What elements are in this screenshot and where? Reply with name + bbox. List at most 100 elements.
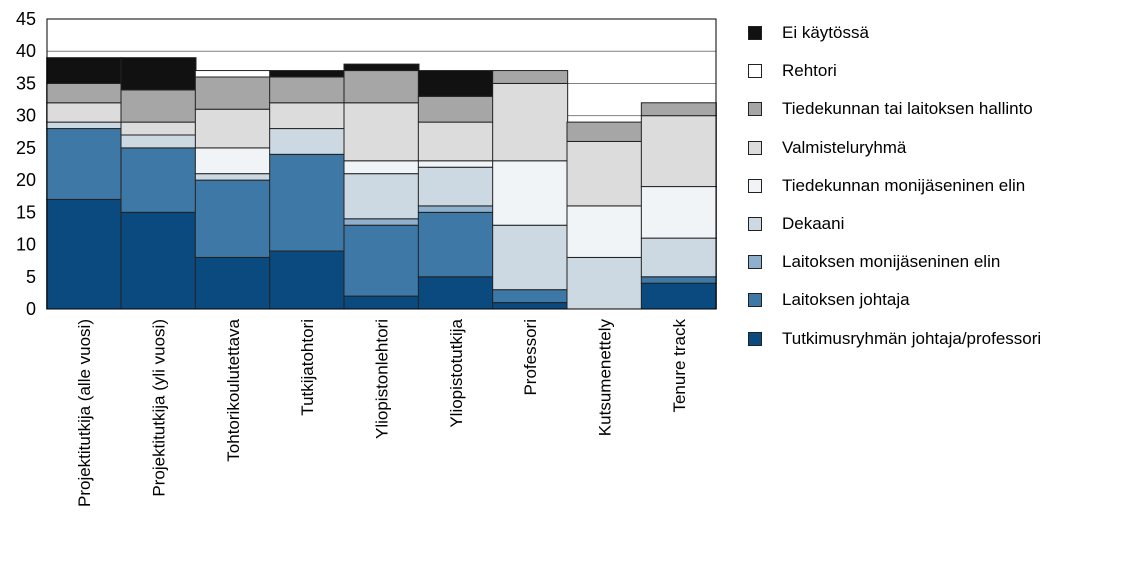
x-tick-label: Kutsumenettely bbox=[596, 319, 615, 437]
legend-label: Tiedekunnan tai laitoksen hallinto bbox=[782, 99, 1033, 119]
legend-swatch bbox=[748, 64, 762, 79]
legend-label: Dekaani bbox=[782, 214, 845, 234]
legend-label: Laitoksen johtaja bbox=[782, 290, 910, 310]
bar-segment bbox=[194, 256, 271, 310]
bar-segment bbox=[194, 70, 271, 78]
bar-segment bbox=[492, 224, 569, 291]
y-tick-label: 25 bbox=[16, 138, 36, 158]
bar-segment bbox=[269, 76, 346, 104]
bar-stack bbox=[640, 102, 717, 310]
bar-segment bbox=[492, 302, 569, 310]
legend-swatch bbox=[748, 140, 762, 155]
bar-segment bbox=[492, 82, 569, 162]
bar-segment bbox=[46, 121, 123, 130]
bar-stack bbox=[417, 70, 494, 310]
bar-segment bbox=[120, 134, 197, 149]
bar-stack bbox=[46, 57, 123, 310]
legend-label: Tutkimusryhmän johtaja/professori bbox=[782, 328, 1042, 348]
y-axis-tick-labels: 0 5 10 15 20 25 30 35 40 45 bbox=[16, 9, 36, 319]
legend-item: Rehtori bbox=[748, 52, 1041, 90]
bar-segment bbox=[194, 147, 271, 175]
legend-swatch bbox=[748, 26, 762, 41]
bar-stack bbox=[492, 70, 569, 310]
bar-segment bbox=[417, 160, 494, 168]
bar-segment bbox=[640, 282, 717, 310]
bar-segment bbox=[120, 147, 197, 213]
y-tick-label: 45 bbox=[16, 9, 36, 29]
bar-segment bbox=[343, 63, 420, 72]
legend-label: Laitoksen monijäseninen elin bbox=[782, 252, 1001, 272]
bar-segment bbox=[492, 70, 569, 84]
bar-segment bbox=[194, 179, 271, 258]
y-tick-label: 10 bbox=[16, 235, 36, 255]
bar-segment bbox=[417, 70, 494, 97]
bar-segment bbox=[566, 256, 643, 310]
bar-stack bbox=[566, 121, 643, 310]
legend-label: Ei käytössä bbox=[782, 23, 869, 43]
x-tick-label: Yliopistonlehtori bbox=[373, 319, 392, 439]
bar-segment bbox=[640, 186, 717, 239]
x-tick-label: Projektitutkija (yli vuosi) bbox=[150, 319, 169, 497]
bar-segment bbox=[566, 140, 643, 207]
bar-segment bbox=[417, 276, 494, 310]
bar-segment bbox=[566, 205, 643, 258]
y-tick-label: 0 bbox=[26, 299, 36, 319]
bar-stack bbox=[343, 63, 420, 310]
legend-swatch bbox=[748, 217, 762, 232]
bar-segment bbox=[269, 70, 346, 78]
bar-segment bbox=[417, 211, 494, 278]
legend-swatch bbox=[748, 102, 762, 117]
bar-segment bbox=[46, 128, 123, 200]
bar-segment bbox=[46, 57, 123, 84]
legend: Ei käytössä Rehtori Tiedekunnan tai laitok… bbox=[748, 14, 1041, 358]
legend-item: Laitoksen johtaja bbox=[748, 281, 1041, 319]
bar-segment bbox=[269, 250, 346, 310]
y-tick-label: 40 bbox=[16, 41, 36, 61]
x-tick-label: Tohtorikoulutettava bbox=[224, 318, 243, 461]
legend-item: Tiedekunnan monijäseninen elin bbox=[748, 167, 1041, 205]
bar-segment bbox=[417, 205, 494, 213]
bar-segment bbox=[343, 160, 420, 175]
bar-segment bbox=[120, 57, 197, 91]
bar-segment bbox=[343, 218, 420, 226]
y-tick-label: 30 bbox=[16, 106, 36, 126]
legend-swatch bbox=[748, 255, 762, 270]
bar-segment bbox=[269, 153, 346, 252]
bar-segment bbox=[194, 108, 271, 149]
legend-item: Dekaani bbox=[748, 205, 1041, 243]
x-tick-label: Projektitutkija (alle vuosi) bbox=[75, 319, 94, 507]
bar-segment bbox=[417, 95, 494, 123]
bar-segment bbox=[343, 173, 420, 220]
bar-segment bbox=[194, 76, 271, 110]
bar-segment bbox=[46, 198, 123, 310]
bars bbox=[46, 57, 717, 310]
x-tick-label: Tenure track bbox=[670, 319, 689, 413]
bar-segment bbox=[120, 211, 197, 310]
legend-item: Tutkimusryhmän johtaja/professori bbox=[748, 320, 1041, 358]
bar-segment bbox=[120, 121, 197, 136]
legend-item: Laitoksen monijäseninen elin bbox=[748, 243, 1041, 281]
bar-segment bbox=[343, 224, 420, 297]
plot-area-frame bbox=[46, 18, 717, 310]
legend-swatch bbox=[748, 293, 762, 308]
bar-segment bbox=[120, 89, 197, 123]
legend-item: Ei käytössä bbox=[748, 14, 1041, 52]
bar-segment bbox=[269, 102, 346, 130]
bar-segment bbox=[492, 160, 569, 226]
x-tick-label: Yliopistotutkija bbox=[447, 318, 466, 427]
legend-item: Valmisteluryhmä bbox=[748, 129, 1041, 167]
y-tick-label: 5 bbox=[26, 267, 36, 287]
bar-segment bbox=[343, 295, 420, 310]
bar-segment bbox=[343, 70, 420, 104]
bar-segment bbox=[194, 173, 271, 181]
bar-segment bbox=[640, 237, 717, 278]
legend-label: Valmisteluryhmä bbox=[782, 137, 907, 157]
legend-label: Rehtori bbox=[782, 61, 837, 81]
legend-label: Tiedekunnan monijäseninen elin bbox=[782, 175, 1026, 195]
bar-segment bbox=[417, 121, 494, 162]
bar-segment bbox=[269, 128, 346, 155]
bar-segment bbox=[417, 166, 494, 207]
y-tick-label: 20 bbox=[16, 170, 36, 190]
bar-segment bbox=[492, 289, 569, 304]
y-tick-label: 35 bbox=[16, 73, 36, 93]
